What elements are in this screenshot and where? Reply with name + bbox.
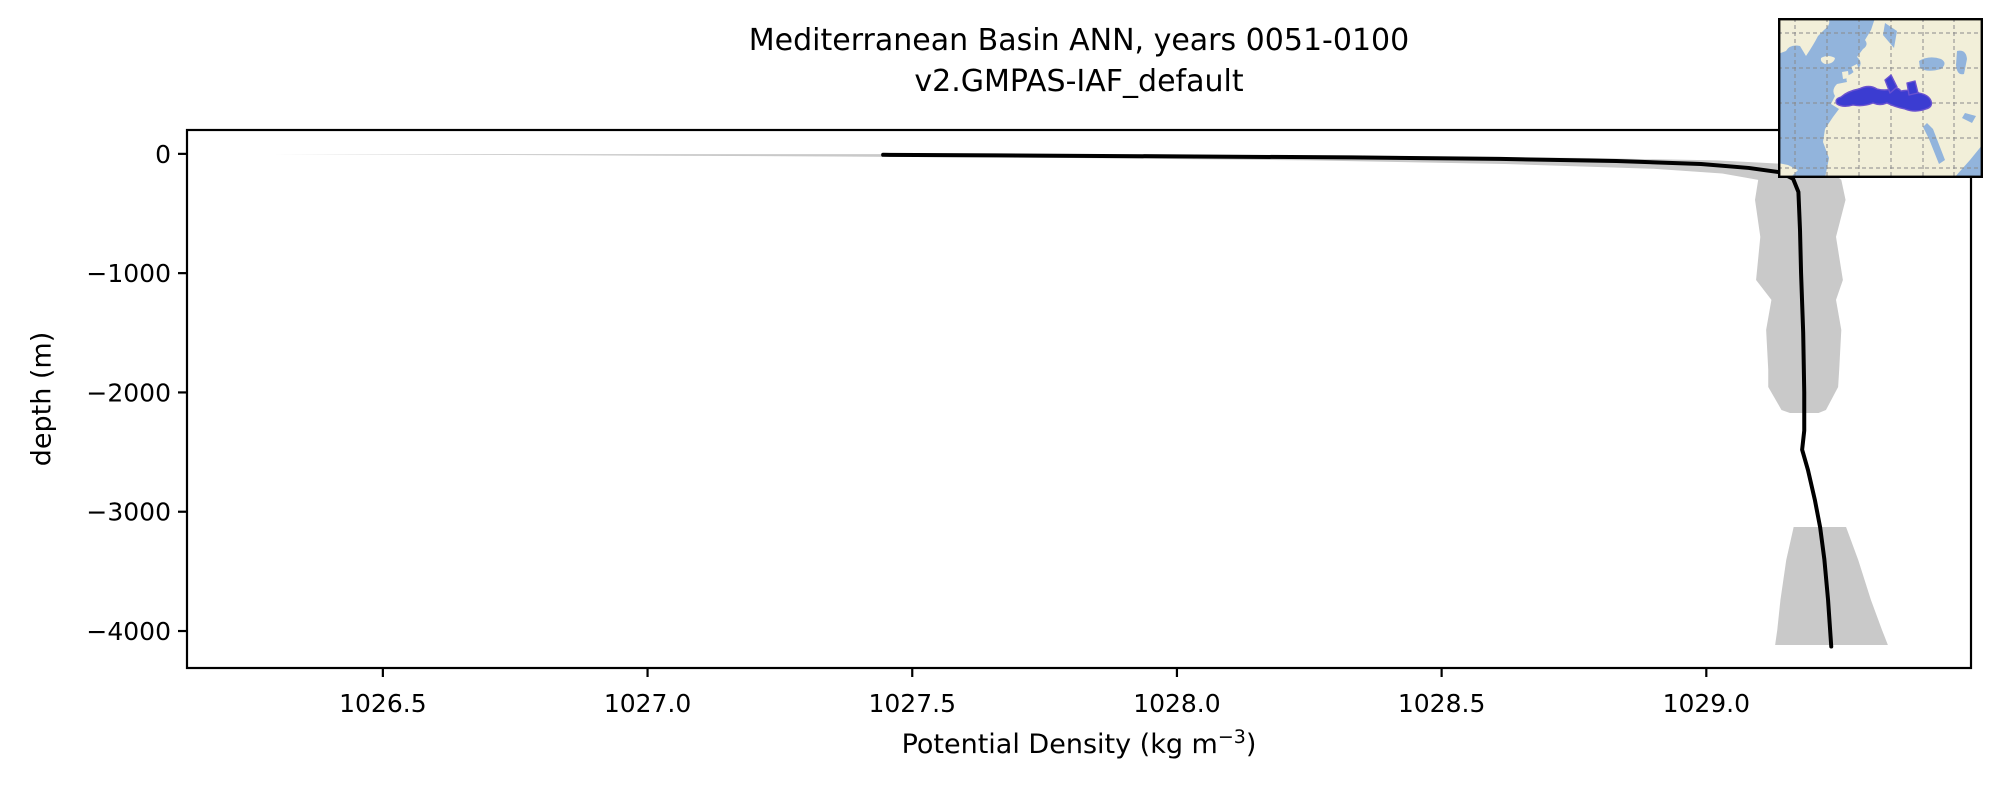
map-mediterranean-highlight bbox=[1835, 74, 1933, 112]
map-seas bbox=[1883, 23, 1983, 178]
map-mediterranean-fill bbox=[1835, 74, 1933, 112]
map-sea-baltic bbox=[1883, 23, 1897, 48]
inset-map bbox=[1778, 18, 1983, 178]
x-axis-label-prefix: Potential Density (kg m bbox=[901, 729, 1218, 760]
y-tick-label: −2000 bbox=[86, 378, 171, 407]
map-sea-persian-gulf bbox=[1962, 113, 1976, 123]
y-tick-label: 0 bbox=[155, 140, 171, 169]
envelope-band bbox=[271, 154, 1846, 413]
x-axis-label-exponent: −3 bbox=[1217, 726, 1246, 748]
map-sea-caspian bbox=[1956, 50, 1967, 75]
x-tick-label: 1028.0 bbox=[1133, 689, 1220, 718]
x-axis-label: Potential Density (kg m−3) bbox=[187, 726, 1971, 760]
chart-title: Mediterranean Basin ANN, years 0051-0100… bbox=[187, 20, 1971, 102]
map-sea-indian bbox=[1954, 144, 1983, 178]
x-tick-label: 1027.0 bbox=[604, 689, 691, 718]
map-sea-red bbox=[1923, 123, 1945, 164]
chart-title-line2: v2.GMPAS-IAF_default bbox=[914, 64, 1244, 99]
y-tick-label: −4000 bbox=[86, 617, 171, 646]
map-aegean-sea bbox=[1906, 80, 1919, 96]
profile-line bbox=[881, 152, 1834, 649]
map-land-brazil bbox=[1778, 163, 1798, 178]
y-tick-label: −1000 bbox=[86, 259, 171, 288]
x-tick-label: 1029.0 bbox=[1663, 689, 1750, 718]
map-land-iceland bbox=[1820, 56, 1835, 64]
map-land-greenland bbox=[1778, 18, 1830, 56]
y-tick-label: −3000 bbox=[86, 498, 171, 527]
envelope-band bbox=[1775, 526, 1888, 645]
chart-title-line1: Mediterranean Basin ANN, years 0051-0100 bbox=[748, 23, 1410, 58]
map-mediterranean-main-basin bbox=[1835, 85, 1933, 112]
x-tick-label: 1027.5 bbox=[869, 689, 956, 718]
map-sea-black bbox=[1919, 57, 1945, 71]
map-adriatic-sea bbox=[1884, 74, 1898, 94]
y-axis-label: depth (m) bbox=[26, 331, 58, 467]
x-tick-label: 1026.5 bbox=[339, 689, 426, 718]
x-axis-label-suffix: ) bbox=[1245, 729, 1257, 760]
map-border bbox=[1778, 18, 1983, 178]
axes-border bbox=[185, 128, 1973, 670]
x-tick-label: 1028.5 bbox=[1398, 689, 1485, 718]
